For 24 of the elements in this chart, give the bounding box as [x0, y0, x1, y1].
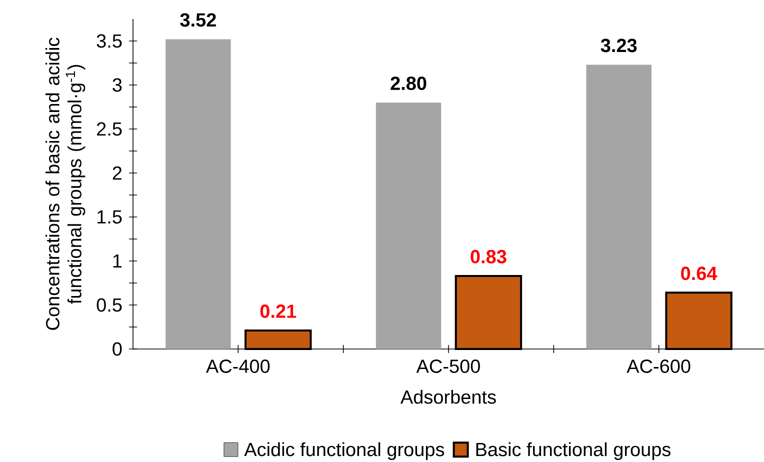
- x-tick-label: AC-600: [626, 360, 690, 373]
- bar: [166, 39, 231, 349]
- bar: [376, 102, 442, 349]
- data-label: 3.23: [600, 38, 637, 52]
- x-tick-label: AC-400: [206, 360, 270, 373]
- y-tick-label: 1.5: [98, 210, 122, 224]
- x-tick-label: AC-500: [416, 360, 480, 373]
- y-tick-label: 2: [112, 166, 122, 180]
- bar: [586, 64, 652, 349]
- y-tick-label: 0.5: [96, 298, 122, 312]
- x-axis-title: Adsorbents: [400, 390, 496, 404]
- y-tick-label: 0: [112, 342, 122, 356]
- legend-label: Acidic functional groups: [244, 442, 444, 460]
- data-label: 0.83: [470, 250, 506, 264]
- y-tick-label: 2.5: [97, 122, 122, 136]
- y-tick-label: 1: [113, 254, 122, 268]
- y-tick-label: 3.5: [96, 34, 122, 48]
- data-label: 0.21: [260, 304, 296, 318]
- data-label: 3.52: [180, 13, 216, 27]
- data-label: 0.64: [681, 266, 718, 280]
- y-axis-title: Concentrations of basic and acidic functional groups (mmol·g$^{-1}$): [45, 38, 86, 330]
- legend-label: Basic functional groups: [476, 442, 671, 460]
- data-label: 2.80: [390, 76, 426, 90]
- y-tick-label: 3: [112, 78, 122, 92]
